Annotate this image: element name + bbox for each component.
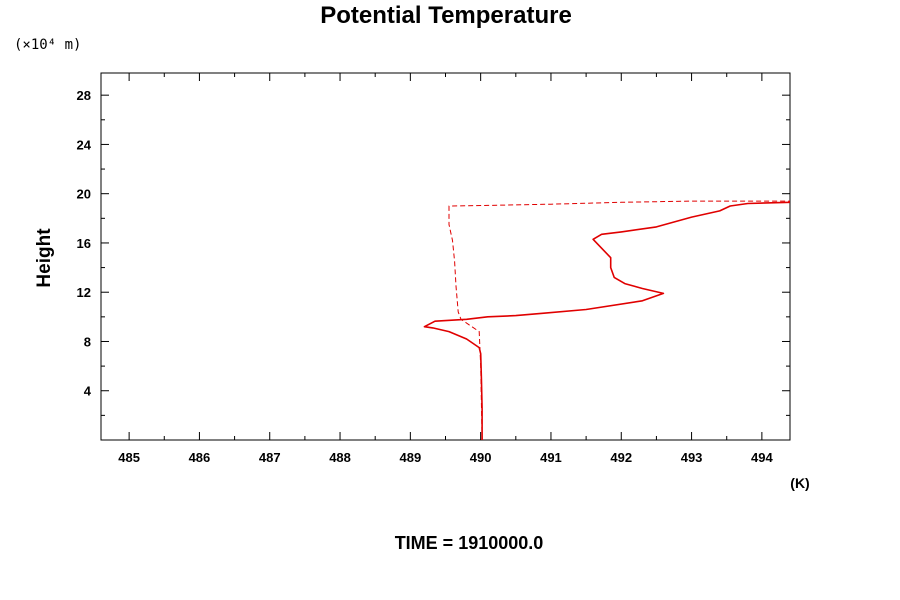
chart-title: Potential Temperature [320, 2, 572, 29]
x-unit-label: (K) [790, 475, 809, 491]
y-tick-label: 24 [77, 137, 92, 152]
x-tick-label: 490 [470, 450, 492, 465]
x-tick-label: 488 [329, 450, 351, 465]
series-solid-line [424, 202, 790, 440]
x-tick-label: 487 [259, 450, 281, 465]
y-tick-label: 20 [77, 187, 91, 202]
x-tick-label: 491 [540, 450, 562, 465]
y-tick-label: 4 [84, 384, 92, 399]
plot-frame [101, 73, 790, 440]
time-footer: TIME = 1910000.0 [395, 533, 544, 553]
y-axis-label: Height [34, 228, 55, 288]
x-tick-label: 489 [399, 450, 421, 465]
x-tick-label: 493 [681, 450, 703, 465]
x-tick-label: 485 [118, 450, 140, 465]
x-tick-label: 486 [189, 450, 211, 465]
x-tick-label: 492 [610, 450, 632, 465]
y-tick-label: 8 [84, 334, 91, 349]
y-tick-label: 16 [77, 236, 91, 251]
y-tick-label: 12 [77, 285, 91, 300]
y-unit-label: (×10⁴ m) [14, 37, 81, 53]
y-tick-label: 28 [77, 88, 91, 103]
plot-area: 485 486 487 488 489 490 491 492 493 494 4 8 12 16 20 24… [77, 73, 790, 465]
series-dashed-line [449, 201, 790, 440]
x-tick-label: 494 [751, 450, 773, 465]
